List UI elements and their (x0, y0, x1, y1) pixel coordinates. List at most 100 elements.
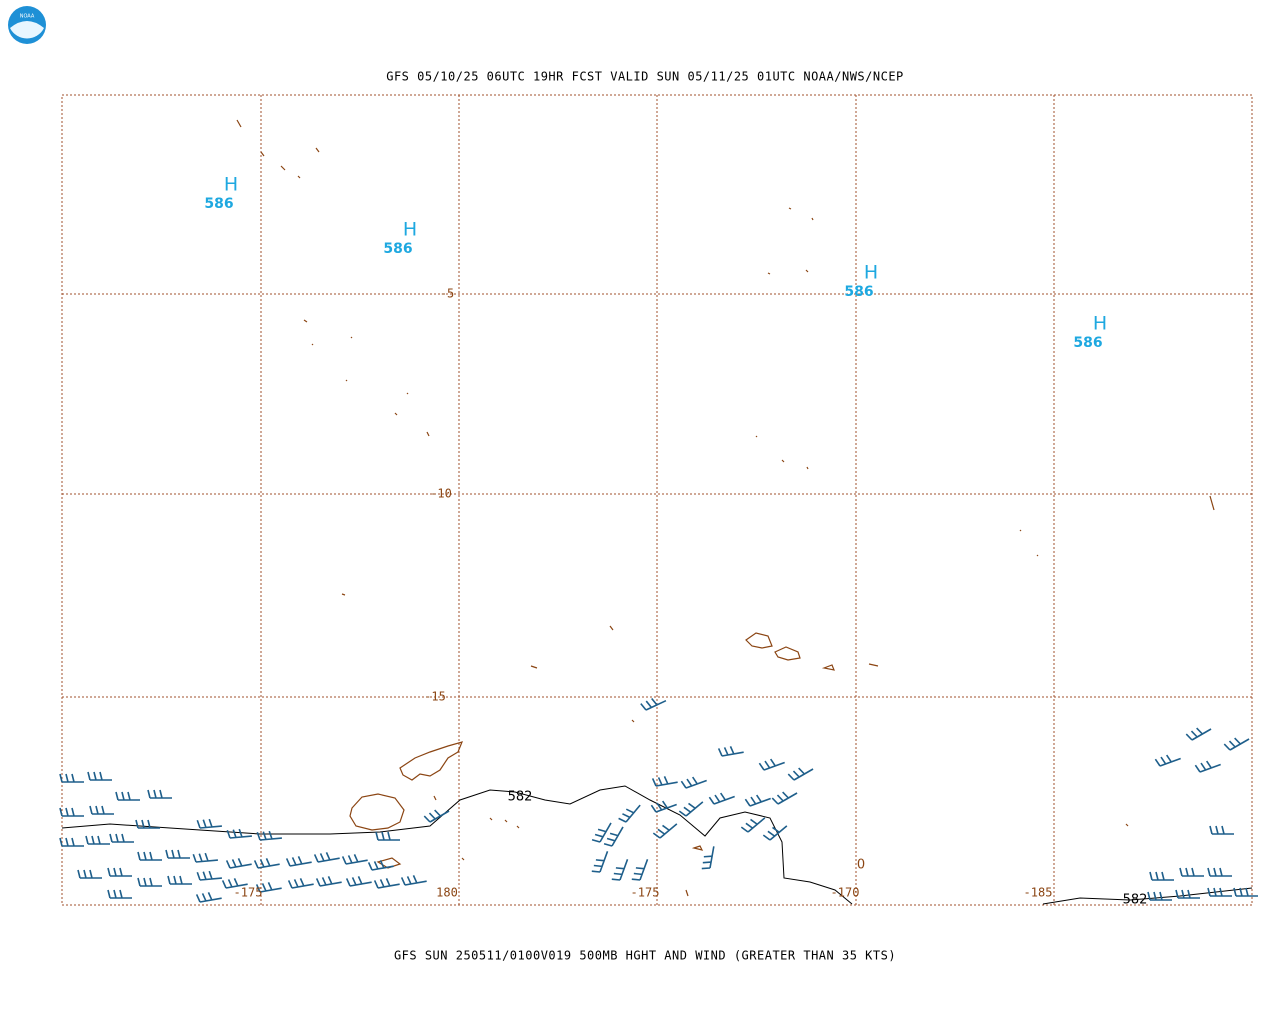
wind-barb (423, 809, 450, 823)
wind-barb (651, 776, 678, 787)
wind-barb (652, 823, 678, 839)
contours (61, 785, 1253, 905)
wind-barb (137, 877, 162, 887)
wind-barb (678, 801, 704, 817)
wind-barb (1149, 871, 1174, 881)
high-value: 586 (383, 241, 412, 257)
noaa-logo: NOAA (8, 6, 46, 44)
high-value: 586 (204, 196, 233, 212)
map-labels: -5-10-15-175 180 -175 -170 -185H586H586H586H… (204, 174, 1147, 908)
height-contour (61, 785, 853, 905)
wind-barb (1207, 887, 1232, 897)
wind-barb (787, 767, 814, 781)
wind-barb (1207, 867, 1232, 877)
wind-barb (631, 859, 649, 881)
wind-barb (59, 837, 84, 847)
wind-barb (701, 846, 715, 870)
wind-barb (115, 791, 140, 801)
wind-barb (717, 746, 744, 757)
logo-text: NOAA (20, 14, 35, 20)
wind-barb (167, 875, 192, 885)
wind-barb (253, 858, 280, 869)
wind-barb (373, 878, 400, 889)
coastlines (236, 119, 1215, 897)
wind-barb (287, 878, 314, 889)
high-symbol: H (1093, 313, 1107, 335)
wind-barb (1209, 825, 1234, 835)
wind-barb (147, 789, 172, 799)
wind-barb (226, 828, 252, 839)
wind-barb (640, 698, 667, 711)
island (774, 646, 801, 661)
height-contour (1042, 887, 1253, 905)
wind-barb (192, 852, 218, 863)
wind-barbs (59, 698, 1258, 903)
wind-barb (135, 819, 160, 829)
high-value: 586 (844, 284, 873, 300)
wind-barb (1233, 887, 1258, 897)
wind-barb (375, 831, 400, 841)
lat-label: -15 (424, 690, 446, 704)
small-islands (236, 119, 1215, 897)
wind-barb (345, 876, 372, 887)
contour-label: 582 (1123, 893, 1148, 908)
wind-barb (618, 804, 641, 823)
wind-barb (137, 851, 162, 861)
lat-label: -10 (430, 487, 452, 501)
wind-barb (87, 771, 112, 781)
wind-barb (650, 800, 677, 813)
wind-barb (255, 882, 282, 893)
wind-barb (603, 826, 624, 847)
header-title: GFS 05/10/25 06UTC 19HR FCST VALID SUN 0… (386, 70, 904, 84)
island (349, 793, 405, 831)
wind-barb (591, 851, 609, 873)
wind-barb (89, 805, 114, 815)
wind-barb (59, 807, 84, 817)
lon-label: -170 (831, 886, 860, 900)
lon-label: -175 (631, 886, 660, 900)
wind-barb (1154, 754, 1181, 767)
wind-barb (680, 776, 707, 789)
contour-label: 582 (508, 790, 533, 805)
logo-wave (10, 21, 44, 39)
wind-barb (341, 854, 368, 865)
wind-barb (708, 792, 735, 805)
wind-barb (196, 818, 222, 829)
high-symbol: H (864, 262, 878, 284)
high-symbol: H (224, 174, 238, 196)
wind-barb (744, 794, 771, 807)
lon-label: -185 (1024, 886, 1053, 900)
wind-barb (1185, 727, 1212, 741)
wind-barb (762, 825, 788, 841)
wind-barb (221, 878, 248, 889)
lon-label: -175 (234, 886, 263, 900)
lat-label: -5 (440, 287, 454, 301)
wind-barb (1179, 867, 1204, 877)
wind-barb (107, 889, 132, 899)
wind-barb (85, 835, 110, 845)
wind-barb (109, 833, 134, 843)
high-value: 586 (1073, 335, 1102, 351)
wind-barb (1194, 760, 1221, 773)
wind-barb (1223, 737, 1250, 751)
wind-barb (771, 791, 798, 805)
island (399, 741, 464, 781)
wind-barb (591, 822, 612, 843)
wind-barb (256, 830, 282, 841)
wind-barb (195, 892, 222, 903)
wind-barb (315, 876, 342, 887)
wind-barb (367, 860, 394, 871)
lon-label: 180 (436, 886, 458, 900)
wind-barb (1175, 889, 1200, 899)
wind-barb (285, 856, 312, 867)
graticule (61, 94, 1253, 906)
wind-barb (59, 773, 84, 783)
wind-barb (611, 859, 629, 881)
wind-barb (740, 817, 766, 833)
wind-barb (107, 867, 132, 877)
contour-label: 0 (857, 858, 865, 873)
island (745, 632, 773, 649)
high-symbol: H (403, 219, 417, 241)
